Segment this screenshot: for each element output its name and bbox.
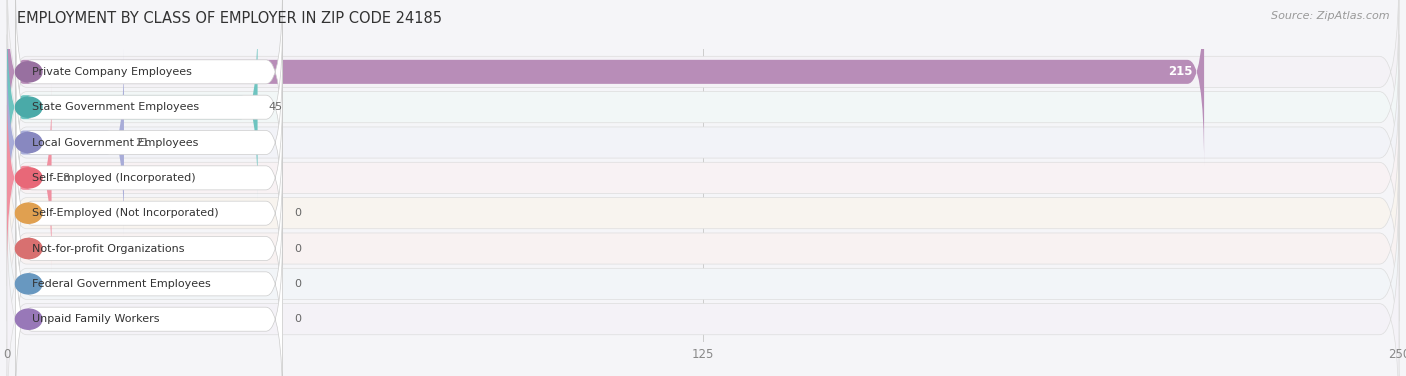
FancyBboxPatch shape (7, 13, 257, 201)
Text: State Government Employees: State Government Employees (32, 102, 200, 112)
Text: 8: 8 (63, 173, 70, 183)
FancyBboxPatch shape (15, 155, 283, 343)
FancyBboxPatch shape (15, 13, 283, 201)
FancyBboxPatch shape (15, 190, 283, 376)
Ellipse shape (15, 62, 42, 82)
Ellipse shape (15, 309, 42, 329)
Text: Not-for-profit Organizations: Not-for-profit Organizations (32, 244, 184, 253)
FancyBboxPatch shape (7, 140, 1399, 357)
Text: Federal Government Employees: Federal Government Employees (32, 279, 211, 289)
Ellipse shape (15, 168, 42, 188)
Text: 21: 21 (135, 138, 149, 147)
FancyBboxPatch shape (15, 225, 283, 376)
FancyBboxPatch shape (7, 70, 1399, 286)
Text: 215: 215 (1168, 65, 1192, 78)
FancyBboxPatch shape (15, 49, 283, 237)
FancyBboxPatch shape (7, 0, 1204, 166)
Ellipse shape (15, 97, 42, 117)
Text: Local Government Employees: Local Government Employees (32, 138, 198, 147)
Text: Self-Employed (Not Incorporated): Self-Employed (Not Incorporated) (32, 208, 219, 218)
Text: Self-Employed (Incorporated): Self-Employed (Incorporated) (32, 173, 195, 183)
FancyBboxPatch shape (7, 105, 1399, 321)
FancyBboxPatch shape (7, 49, 124, 237)
FancyBboxPatch shape (15, 119, 283, 307)
Ellipse shape (15, 132, 42, 153)
Text: Source: ZipAtlas.com: Source: ZipAtlas.com (1271, 11, 1389, 21)
FancyBboxPatch shape (7, 34, 1399, 251)
Text: 0: 0 (294, 279, 301, 289)
FancyBboxPatch shape (7, 176, 1399, 376)
FancyBboxPatch shape (7, 0, 1399, 180)
FancyBboxPatch shape (7, 211, 1399, 376)
Text: Unpaid Family Workers: Unpaid Family Workers (32, 314, 160, 324)
FancyBboxPatch shape (15, 0, 283, 166)
FancyBboxPatch shape (7, 0, 1399, 215)
FancyBboxPatch shape (7, 84, 52, 272)
Ellipse shape (15, 203, 42, 223)
Text: Private Company Employees: Private Company Employees (32, 67, 193, 77)
Text: 45: 45 (269, 102, 283, 112)
Text: EMPLOYMENT BY CLASS OF EMPLOYER IN ZIP CODE 24185: EMPLOYMENT BY CLASS OF EMPLOYER IN ZIP C… (17, 11, 441, 26)
Ellipse shape (15, 238, 42, 259)
Text: 0: 0 (294, 244, 301, 253)
Ellipse shape (15, 274, 42, 294)
Text: 0: 0 (294, 208, 301, 218)
FancyBboxPatch shape (15, 84, 283, 272)
Text: 0: 0 (294, 314, 301, 324)
